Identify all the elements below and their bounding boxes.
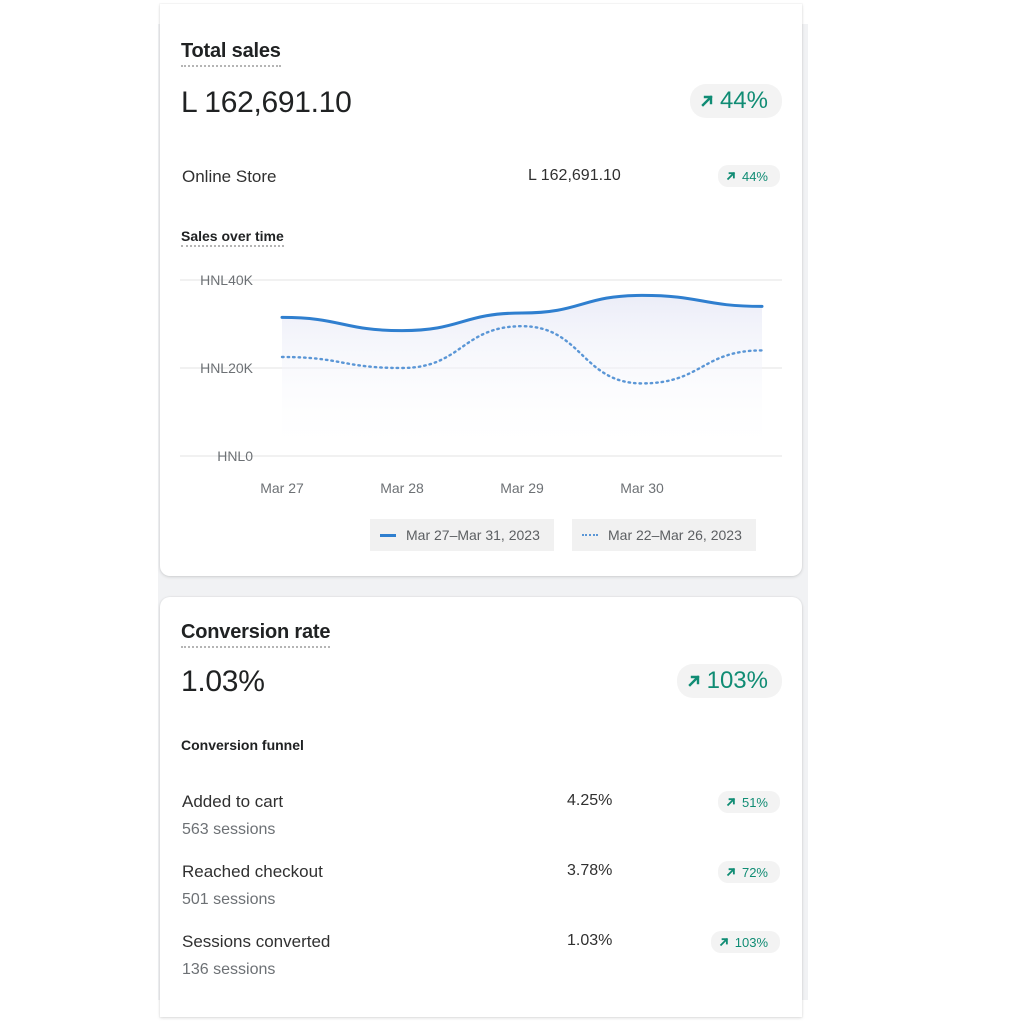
x-tick-label: Mar 29 xyxy=(500,480,544,496)
funnel-row-change-badge: 72% xyxy=(717,861,780,883)
sales-over-time-title[interactable]: Sales over time xyxy=(181,228,284,247)
x-tick-label: Mar 28 xyxy=(380,480,424,496)
arrow-up-right-icon xyxy=(726,169,736,184)
series-area-fill xyxy=(282,295,762,456)
total-sales-value: L 162,691.10 xyxy=(181,86,352,119)
funnel-row-change-badge: 51% xyxy=(717,791,780,813)
funnel-row-sessions: 501 sessions xyxy=(182,891,276,908)
total-sales-card: Total sales L 162,691.10 44% Online Stor… xyxy=(160,4,802,576)
funnel-row-sessions: 563 sessions xyxy=(182,821,276,838)
legend-dotted-line-swatch xyxy=(582,534,598,536)
total-sales-change-text: 44% xyxy=(719,87,768,114)
y-tick-label: HNL0 xyxy=(217,448,253,464)
funnel-row-label: Added to cart xyxy=(182,792,284,811)
funnel-row-label: Sessions converted xyxy=(182,932,331,951)
y-tick-label: HNL20K xyxy=(200,360,254,376)
x-tick-label: Mar 27 xyxy=(260,480,304,496)
channel-value: L 162,691.10 xyxy=(528,167,621,184)
x-tick-label: Mar 30 xyxy=(620,480,664,496)
sales-line-chart: HNL0 HNL20K HNL40K Mar 27 Mar 28 Mar 29 Mar 30 xyxy=(180,272,782,496)
conversion-rate-change-badge: 103% xyxy=(676,664,782,698)
funnel-row-change-text: 103% xyxy=(734,934,768,950)
arrow-up-right-icon xyxy=(687,667,701,695)
legend-previous-label: Mar 22–Mar 26, 2023 xyxy=(608,527,742,543)
channel-label: Online Store xyxy=(182,167,277,186)
legend-solid-line-swatch xyxy=(380,533,396,537)
funnel-row-value: 3.78% xyxy=(567,862,613,879)
total-sales-change-badge: 44% xyxy=(689,84,782,118)
funnel-row-sessions: 136 sessions xyxy=(182,961,276,978)
arrow-up-right-icon xyxy=(700,87,714,115)
arrow-up-right-icon xyxy=(719,935,729,950)
legend-current-label: Mar 27–Mar 31, 2023 xyxy=(406,527,540,543)
funnel-row-change-text: 72% xyxy=(741,864,768,880)
conversion-rate-change-text: 103% xyxy=(706,667,768,694)
series-line-previous xyxy=(280,324,764,385)
channel-change-text: 44% xyxy=(741,168,768,184)
funnel-row-label: Reached checkout xyxy=(182,862,323,881)
funnel-row-value: 1.03% xyxy=(567,932,613,949)
legend-previous-period[interactable]: Mar 22–Mar 26, 2023 xyxy=(572,519,756,551)
conversion-rate-value: 1.03% xyxy=(181,665,265,698)
arrow-up-right-icon xyxy=(726,795,736,810)
funnel-row-value: 4.25% xyxy=(567,792,613,809)
channel-change-badge: 44% xyxy=(717,165,780,187)
conversion-rate-title[interactable]: Conversion rate xyxy=(181,621,330,648)
series-line-current xyxy=(280,293,764,333)
legend-current-period[interactable]: Mar 27–Mar 31, 2023 xyxy=(370,519,554,551)
conversion-rate-card: Conversion rate 1.03% 103% Conversion fu… xyxy=(160,597,802,1017)
arrow-up-right-icon xyxy=(726,865,736,880)
funnel-row-change-badge: 103% xyxy=(710,931,780,953)
y-tick-label: HNL40K xyxy=(200,272,254,288)
funnel-row-change-text: 51% xyxy=(741,794,768,810)
total-sales-title[interactable]: Total sales xyxy=(181,40,281,67)
conversion-funnel-title: Conversion funnel xyxy=(181,737,304,753)
